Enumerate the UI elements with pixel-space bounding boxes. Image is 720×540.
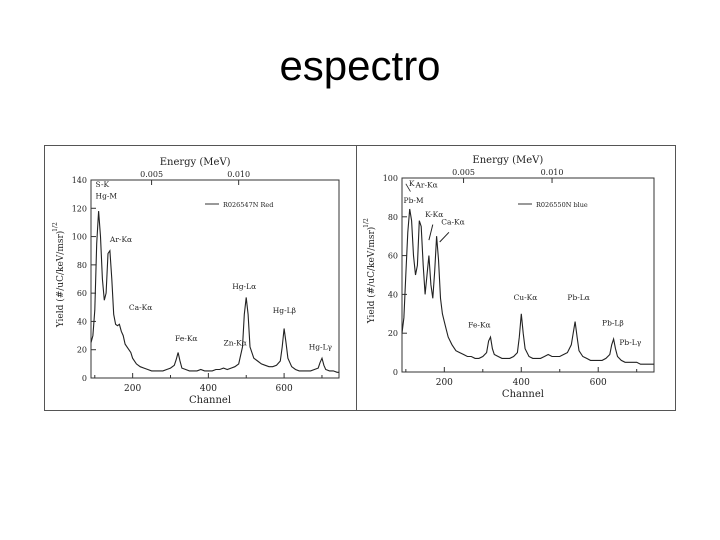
k-leader-line <box>405 183 411 192</box>
slide-title: espectro <box>279 42 441 89</box>
peak-annotation: Ca-Kα <box>129 303 152 312</box>
legend-label: R026547N Red <box>223 201 273 209</box>
spectrum-chart-right: 200 400 600 0.005 0.010 Energy (MeV) 0 20 40 60 80… <box>363 155 655 400</box>
peak-annotation: Pb-Lα <box>567 293 589 302</box>
spectrum-series-line <box>401 208 654 365</box>
peak-annotation: S-K <box>96 180 110 189</box>
peak-annotation: Hg-Lβ <box>273 306 296 315</box>
plot-area <box>401 177 655 373</box>
legend-label: R026550N blue <box>536 201 588 209</box>
peak-annotation: Fe-Kα <box>175 334 197 343</box>
x-tick-label: 200 <box>124 384 141 394</box>
y-tick-label: 120 <box>72 204 87 213</box>
chart-panel-right: 200 400 600 0.005 0.010 Energy (MeV) 0 20 40 60 80… <box>356 146 675 410</box>
top-axis-label: Energy (MeV) <box>472 155 543 166</box>
y-tick-label: 140 <box>72 176 87 185</box>
y-axis-label-exponent: 1/2 <box>363 218 370 228</box>
x-tick-label: 600 <box>590 378 607 388</box>
arrow-k-ka <box>428 224 434 241</box>
top-tick-label: 0.010 <box>541 168 564 177</box>
figure-frame: 200 400 600 0.005 0.010 Energy (MeV) 0 20 40 60 80… <box>44 145 676 411</box>
plot-area <box>90 179 340 379</box>
y-tick-label: 20 <box>388 329 398 338</box>
chart-panel-left: 200 400 600 0.005 0.010 Energy (MeV) 0 20 40 60 80… <box>45 146 357 410</box>
peak-annotation: K <box>409 179 415 188</box>
y-tick-label: 0 <box>393 368 398 377</box>
y-tick-label: 80 <box>77 261 87 270</box>
y-tick-label: 80 <box>388 213 398 222</box>
peak-annotation: Fe-Kα <box>468 320 490 329</box>
peak-annotation: Pb-M <box>404 196 424 205</box>
arrow-ca-ka <box>439 231 450 243</box>
peak-annotation: Cu-Kα <box>514 293 538 302</box>
peak-annotation: Zn-Kα <box>224 338 247 347</box>
peak-annotation: Hg-Lγ <box>309 343 333 352</box>
top-tick-label: 0.005 <box>452 168 475 177</box>
spectrum-chart-left: 200 400 600 0.005 0.010 Energy (MeV) 0 20 40 60 80… <box>52 157 340 406</box>
peak-annotation: Ar-Kα <box>109 235 132 244</box>
spectrum-series-line <box>90 211 339 373</box>
peak-annotation: Ar-Kα <box>414 181 437 190</box>
y-tick-label: 40 <box>388 290 398 299</box>
y-axis-label: Yield (#/uC/keV/msr) <box>366 227 377 325</box>
y-tick-label: 100 <box>72 233 87 242</box>
top-tick-label: 0.010 <box>227 170 250 179</box>
y-tick-label: 0 <box>82 374 87 383</box>
peak-annotation: Pb-Lγ <box>619 338 641 347</box>
x-axis-label: Channel <box>189 395 231 406</box>
y-tick-label: 100 <box>383 174 398 183</box>
y-tick-label: 20 <box>77 346 87 355</box>
peak-annotation: Hg-M <box>96 191 118 200</box>
x-tick-label: 400 <box>200 384 217 394</box>
top-axis-label: Energy (MeV) <box>160 157 231 168</box>
peak-annotation: Ca-Kα <box>441 218 464 227</box>
y-tick-label: 40 <box>77 317 87 326</box>
y-tick-label: 60 <box>77 289 87 298</box>
y-axis-label: Yield (#/uC/keV/msr) <box>55 231 66 329</box>
x-tick-label: 200 <box>436 378 453 388</box>
x-axis-label: Channel <box>502 389 544 400</box>
y-tick-label: 60 <box>388 252 398 261</box>
x-tick-label: 400 <box>513 378 530 388</box>
y-axis-label-exponent: 1/2 <box>52 222 59 232</box>
peak-annotation: Hg-Lα <box>232 282 256 291</box>
top-tick-label: 0.005 <box>140 170 163 179</box>
x-tick-label: 600 <box>276 384 293 394</box>
peak-annotation: K-Kα <box>425 210 443 219</box>
peak-annotation: Pb-Lβ <box>602 318 624 327</box>
